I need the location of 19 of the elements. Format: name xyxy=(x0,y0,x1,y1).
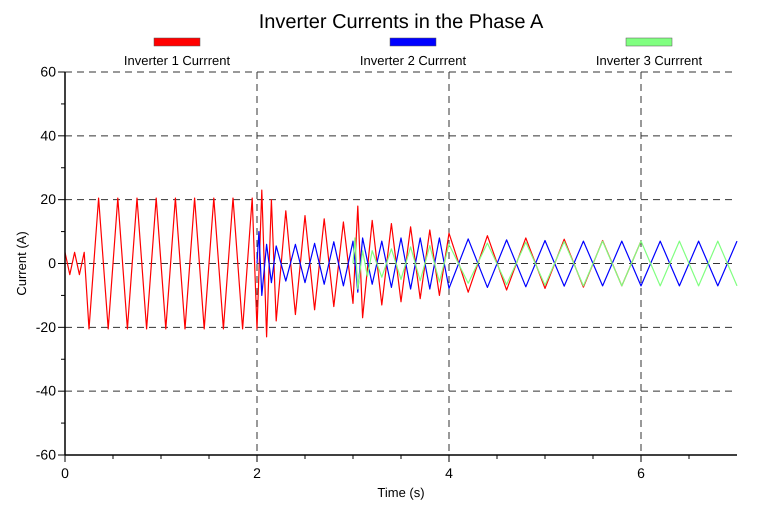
legend-label: Inverter 2 Currrent xyxy=(360,53,466,68)
y-tick-label: 20 xyxy=(40,191,56,208)
y-tick-label: 0 xyxy=(48,254,56,271)
y-tick-label: -20 xyxy=(36,318,56,335)
y-tick-label: -40 xyxy=(36,382,56,399)
x-tick-label: 2 xyxy=(253,465,262,481)
y-axis-title: Current (A) xyxy=(14,231,29,296)
legend-label: Inverter 1 Currrent xyxy=(124,53,230,68)
line-series xyxy=(352,237,738,290)
x-tick-label: 6 xyxy=(637,465,646,481)
chart-title: Inverter Currents in the Phase A xyxy=(258,11,544,33)
x-axis-title: Time (s) xyxy=(377,485,425,500)
x-tick-label: 4 xyxy=(445,465,454,481)
y-tick-label: -60 xyxy=(36,446,56,462)
y-tick-label: 60 xyxy=(40,63,56,80)
y-tick-label: 40 xyxy=(40,127,56,144)
x-tick-label: 0 xyxy=(61,465,70,481)
legend-label: Inverter 3 Currrent xyxy=(596,53,702,68)
line-series xyxy=(256,230,738,296)
